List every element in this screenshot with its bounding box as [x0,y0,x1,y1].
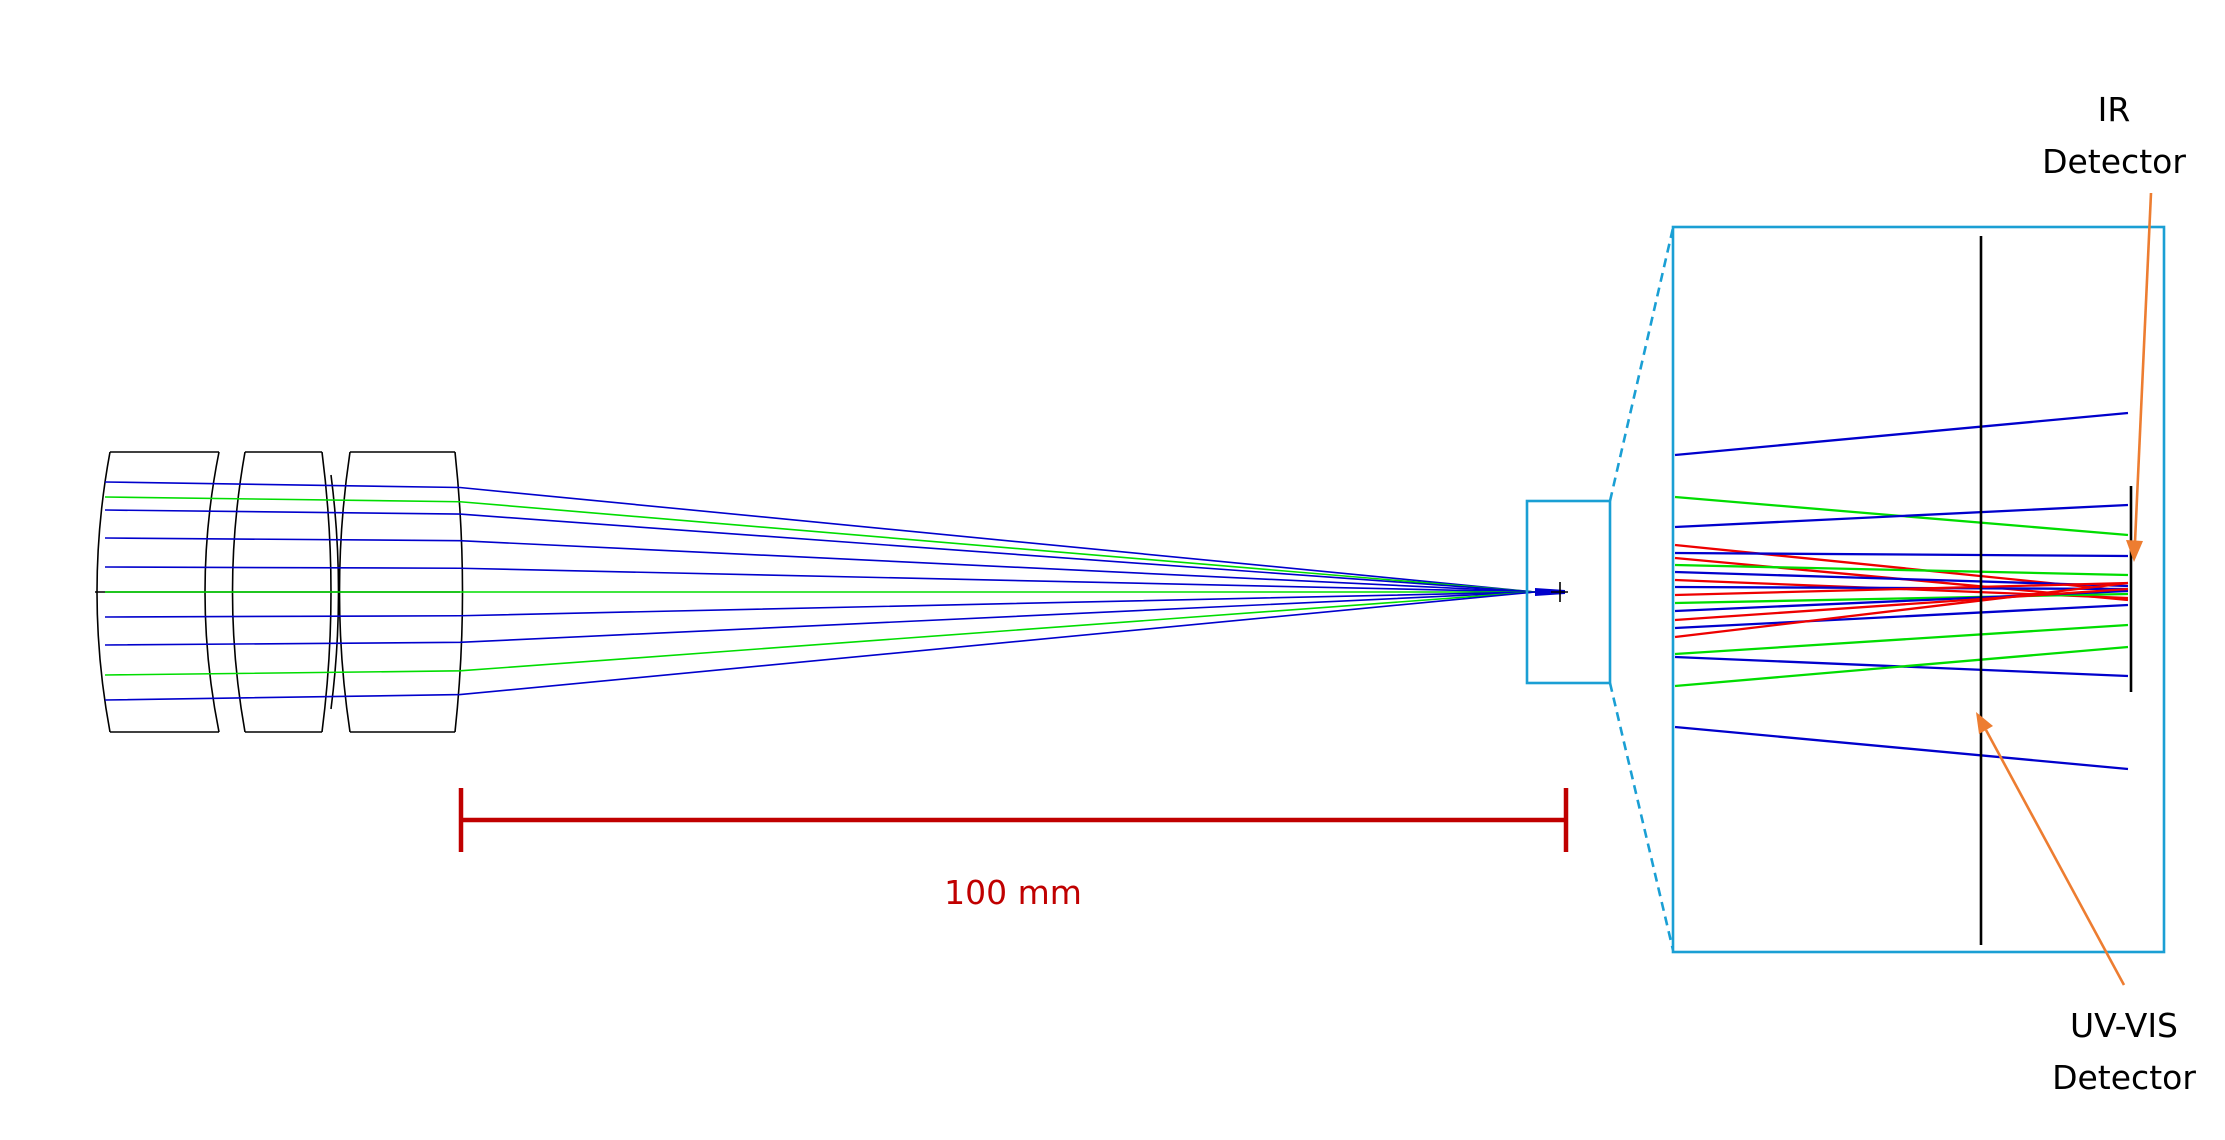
ray-3 [104,509,1536,593]
zoom-ray-11 [1674,581,2129,597]
zoom-ray-5 [1674,551,2129,558]
ray-10 [104,591,1536,701]
ray-1 [104,481,1536,593]
zoom-ray-20 [1674,725,2129,771]
ray-fan [104,481,1565,701]
focal-convergence [1535,588,1565,596]
zoom-ray-16 [1674,581,2129,639]
scale-bar [458,788,1569,852]
ray-7 [104,591,1536,618]
zoom-ray-3 [1674,503,2129,529]
zoom-inset-frame [1671,225,2166,954]
zoom-connector-bottom [1608,682,1675,951]
scale-bar-label: 100 mm [944,873,1082,912]
uvvis-detector-label-line1: UV-VIS [2070,1006,2178,1045]
zoom-ray-8 [1674,570,2129,588]
uvvis-detector-label-line2: Detector [2052,1058,2196,1097]
ray-2 [104,496,1536,593]
zoom-source-box [1525,499,1612,685]
zoom-ray-1 [1674,411,2129,457]
ray-8 [104,591,1536,646]
zoom-connector-top [1608,227,1675,502]
ray-4 [104,537,1536,593]
zoom-ray-14 [1674,587,2129,622]
ir-detector-label-line1: IR [2098,90,2131,129]
ir-detector-pointer [2126,192,2153,562]
zoom-ray-19 [1674,645,2129,688]
zoom-ray-fan [1674,411,2129,771]
uvvis-detector-pointer [1976,712,2126,986]
zoom-inset [1671,225,2166,954]
zoom-ray-7 [1674,563,2129,577]
zoom-ray-15 [1674,603,2129,630]
ir-detector-label-line2: Detector [2042,142,2186,181]
zoom-ray-12 [1674,592,2129,605]
ray-9 [104,591,1536,676]
ray-5 [104,566,1536,593]
zoom-ray-17 [1674,623,2129,656]
focal-spot-marker [1551,582,1568,602]
